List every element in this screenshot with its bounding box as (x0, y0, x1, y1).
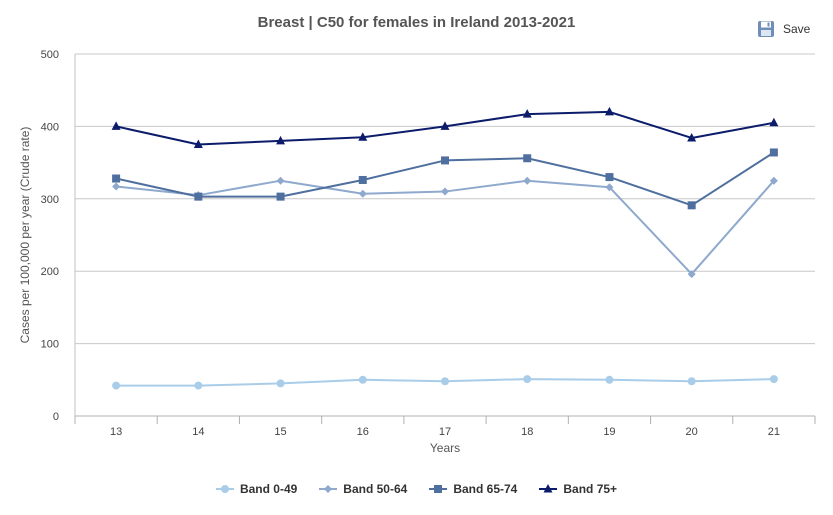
data-point[interactable] (358, 375, 367, 384)
x-tick-label: 19 (603, 426, 615, 438)
data-point[interactable] (604, 106, 614, 116)
data-point[interactable] (441, 156, 449, 165)
data-point[interactable] (769, 375, 778, 384)
data-point[interactable] (194, 192, 203, 201)
series-3 (112, 148, 778, 210)
save-label: Save (783, 22, 811, 36)
data-point[interactable] (276, 135, 286, 145)
data-point[interactable] (687, 201, 696, 210)
legend-symbol (429, 485, 448, 493)
legend-marker[interactable] (324, 485, 333, 493)
save-button[interactable]: Save (757, 20, 810, 38)
legend-marker[interactable] (543, 484, 553, 493)
x-axis-title: Years (430, 441, 460, 455)
y-tick-label: 100 (41, 339, 59, 351)
data-point[interactable] (112, 381, 121, 390)
legend-item[interactable]: Band 0-49 (215, 482, 298, 496)
series (111, 106, 779, 390)
data-point[interactable] (193, 139, 203, 149)
series-1 (112, 375, 778, 390)
data-point[interactable] (605, 183, 614, 192)
data-point[interactable] (111, 121, 121, 130)
legend-item[interactable]: Band 50-64 (319, 482, 407, 496)
data-point[interactable] (523, 176, 532, 185)
grid-lines (75, 53, 815, 345)
y-tick-label: 300 (41, 194, 59, 206)
line-chart: 0 100 200 300 400 500 13 14 15 16 17 18 19 20 21 Years… (18, 49, 816, 455)
data-point[interactable] (523, 375, 532, 384)
legend: Band 0-49 Band 50-64 Band 65-74 Band 75+ (0, 482, 833, 496)
data-point[interactable] (605, 375, 614, 384)
data-point[interactable] (276, 192, 285, 201)
y-axis-title: Cases per 100,000 per year (Crude rate) (18, 127, 32, 344)
data-point[interactable] (276, 176, 285, 185)
data-point[interactable] (358, 189, 367, 198)
x-tick-label: 16 (357, 426, 369, 438)
axes: 0 100 200 300 400 500 13 14 15 16 17 18 19 20 21 (41, 49, 816, 438)
data-point[interactable] (440, 121, 450, 130)
legend-item[interactable]: Band 65-74 (429, 482, 517, 496)
data-point[interactable] (769, 117, 779, 127)
x-tick-label: 18 (521, 426, 533, 438)
data-point[interactable] (441, 377, 449, 386)
legend-symbol (319, 485, 338, 493)
y-tick-label: 0 (53, 411, 59, 423)
data-point[interactable] (441, 187, 449, 196)
legend-label: Band 0-49 (239, 482, 298, 496)
data-point[interactable] (112, 182, 121, 191)
x-tick-label: 15 (274, 426, 286, 438)
x-tick-label: 13 (110, 426, 122, 438)
data-point[interactable] (522, 109, 532, 118)
series-4 (111, 106, 779, 149)
y-tick-label: 400 (41, 121, 59, 133)
legend-label: Band 50-64 (343, 482, 408, 496)
data-point[interactable] (687, 377, 696, 386)
data-point[interactable] (687, 132, 697, 142)
y-tick-label: 200 (41, 266, 59, 278)
data-point[interactable] (194, 381, 203, 390)
floppy-disk-icon (758, 21, 774, 37)
x-tick-label: 20 (686, 426, 698, 438)
x-tick-label: 21 (768, 426, 780, 438)
data-point[interactable] (769, 148, 778, 157)
data-point[interactable] (687, 270, 696, 279)
data-point[interactable] (358, 132, 368, 141)
legend-marker[interactable] (220, 485, 229, 493)
data-point[interactable] (769, 176, 778, 185)
data-point[interactable] (112, 174, 121, 183)
x-tick-label: 17 (439, 426, 451, 438)
data-point[interactable] (605, 173, 614, 182)
legend-item[interactable]: Band 75+ (539, 482, 617, 496)
legend-label: Band 65-74 (453, 482, 518, 496)
legend-symbol (215, 485, 234, 493)
legend-marker[interactable] (434, 485, 443, 493)
legend-symbol (539, 484, 558, 493)
legend-label: Band 75+ (563, 482, 618, 496)
chart-title: Breast | C50 for females in Ireland 2013… (257, 14, 576, 31)
y-tick-label: 500 (41, 49, 59, 61)
data-point[interactable] (276, 379, 285, 388)
data-point[interactable] (523, 154, 532, 163)
series-2 (112, 176, 778, 279)
data-point[interactable] (358, 175, 367, 184)
x-tick-label: 14 (192, 426, 204, 438)
